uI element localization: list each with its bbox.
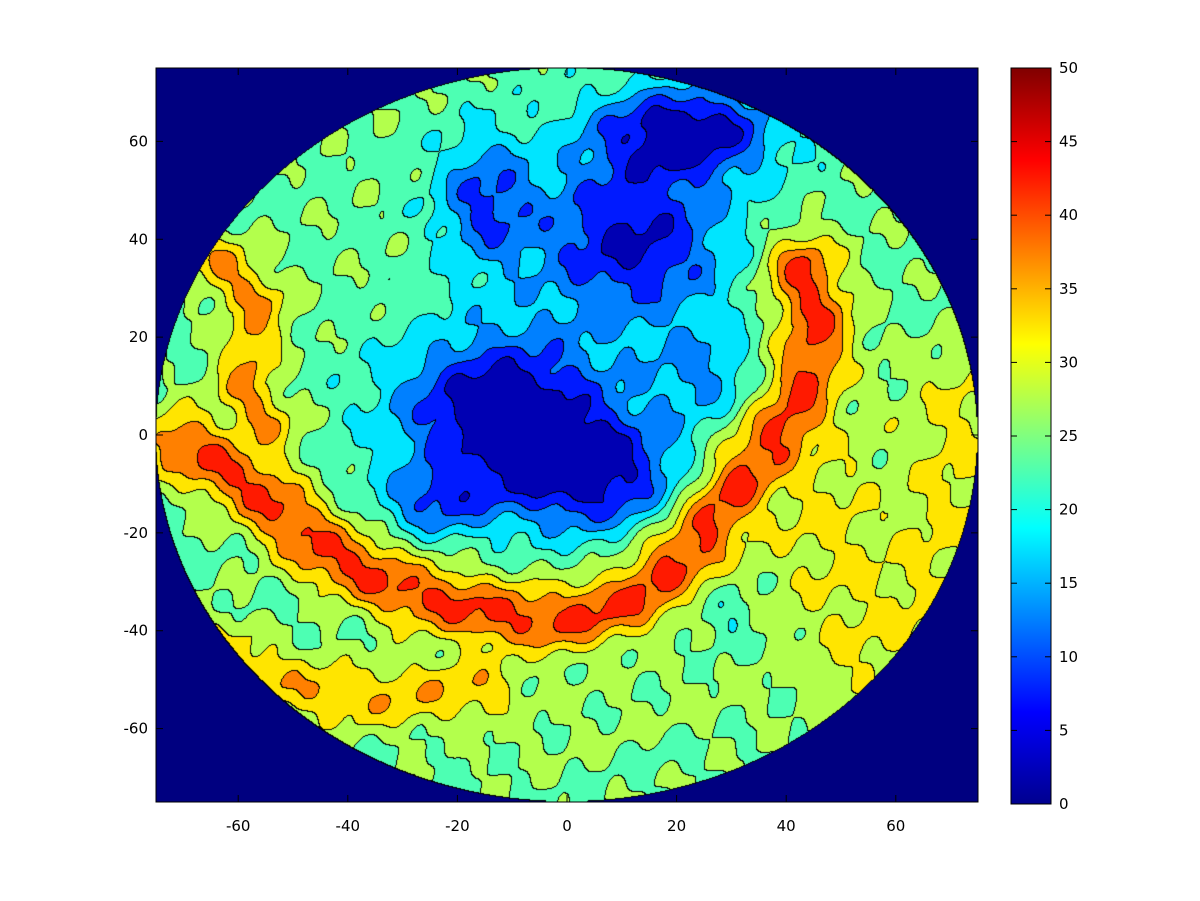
- y-tick-label: 40: [129, 230, 148, 248]
- x-tick-label: -60: [226, 817, 251, 835]
- contour-field-container: [156, 68, 978, 802]
- y-tick-label: -60: [124, 720, 149, 738]
- y-tick-label: 60: [129, 132, 148, 150]
- colorbar-tick-label: 50: [1059, 59, 1078, 77]
- y-tick-label: -40: [124, 622, 149, 640]
- colorbar: 0 5 10 15 20 25 30 35 40 45 50: [1010, 59, 1078, 813]
- colorbar-tick-label: 15: [1059, 574, 1078, 592]
- colorbar-tick-label: 20: [1059, 501, 1078, 519]
- colorbar-tick-label: 40: [1059, 206, 1078, 224]
- y-tick-label: -20: [124, 524, 149, 542]
- y-tick-label: 0: [138, 426, 148, 444]
- x-axis: -60 -40 -20 0 20 40 60: [226, 68, 905, 835]
- x-tick-label: 0: [562, 817, 572, 835]
- x-tick-label: -20: [445, 817, 470, 835]
- x-tick-label: 20: [667, 817, 686, 835]
- colorbar-tick-label: 45: [1059, 133, 1078, 151]
- x-tick-label: 60: [886, 817, 905, 835]
- colorbar-ticks: 0 5 10 15 20 25 30 35 40 45 50: [1011, 59, 1078, 813]
- colorbar-tick-label: 30: [1059, 353, 1078, 371]
- x-tick-label: 40: [777, 817, 796, 835]
- colorbar-tick-label: 25: [1059, 427, 1078, 445]
- contour-field: [156, 68, 978, 802]
- y-axis: 60 40 20 0 -20 -40 -60: [124, 132, 978, 738]
- colorbar-scale: [1011, 68, 1051, 804]
- colorbar-tick-label: 35: [1059, 280, 1078, 298]
- colorbar-tick-label: 10: [1059, 648, 1078, 666]
- colorbar-tick-label: 0: [1059, 795, 1069, 813]
- y-tick-label: 20: [129, 328, 148, 346]
- plot-area: -60 -40 -20 0 20 40 60 60 40 20 0 -20 -40 -60: [124, 67, 979, 835]
- colorbar-tick-label: 5: [1059, 721, 1069, 739]
- x-tick-label: -40: [336, 817, 361, 835]
